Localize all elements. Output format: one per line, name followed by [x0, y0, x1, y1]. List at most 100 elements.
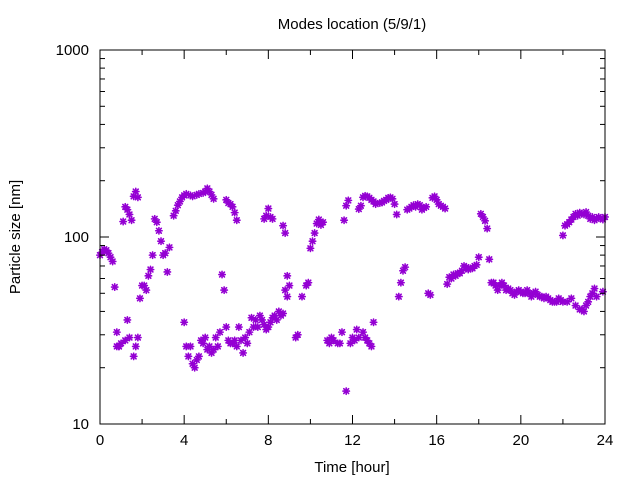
data-point: [194, 352, 203, 361]
data-point: [356, 201, 365, 210]
data-point: [239, 348, 248, 357]
data-points: [96, 184, 610, 396]
data-point: [281, 229, 290, 238]
data-point: [245, 328, 254, 337]
data-point: [354, 333, 363, 342]
data-point: [180, 318, 189, 327]
data-point: [567, 294, 576, 303]
data-point: [184, 352, 193, 361]
x-tick-label: 0: [96, 432, 104, 449]
data-point: [232, 216, 241, 225]
data-point: [142, 286, 151, 295]
data-point: [342, 387, 351, 396]
data-point: [133, 333, 142, 342]
data-point: [129, 352, 138, 361]
data-point: [125, 333, 134, 342]
data-point: [171, 206, 180, 215]
data-point: [215, 328, 224, 337]
data-point: [213, 342, 222, 351]
x-tick-label: 16: [428, 432, 445, 449]
data-point: [218, 270, 227, 279]
data-point: [426, 290, 435, 299]
data-point: [279, 309, 288, 318]
data-point: [131, 187, 140, 196]
data-point: [146, 265, 155, 274]
data-point: [205, 342, 214, 351]
data-point: [161, 249, 170, 258]
x-tick-label: 24: [597, 432, 614, 449]
data-point: [165, 243, 174, 252]
data-point: [211, 333, 220, 342]
data-point: [472, 260, 481, 269]
data-point: [232, 342, 241, 351]
data-point: [230, 336, 239, 345]
data-point: [590, 284, 599, 293]
data-point: [443, 280, 452, 289]
data-point: [483, 224, 492, 233]
data-point: [308, 237, 317, 246]
data-point: [422, 202, 431, 211]
data-point: [201, 333, 210, 342]
data-point: [110, 283, 119, 292]
data-point: [148, 251, 157, 260]
x-tick-label: 4: [180, 432, 188, 449]
data-point: [114, 342, 123, 351]
data-point: [135, 294, 144, 303]
y-tick-label: 100: [64, 229, 89, 246]
data-point: [209, 194, 218, 203]
data-point: [230, 208, 239, 217]
data-point: [199, 339, 208, 348]
data-point: [144, 271, 153, 280]
data-point: [293, 330, 302, 339]
data-point: [558, 231, 567, 240]
data-point: [481, 216, 490, 225]
data-point: [390, 200, 399, 209]
data-point: [220, 286, 229, 295]
data-point: [279, 221, 288, 230]
x-axis-label: Time [hour]: [314, 459, 389, 476]
data-point: [485, 255, 494, 264]
data-point: [272, 315, 281, 324]
data-point: [241, 333, 250, 342]
data-point: [133, 193, 142, 202]
data-point: [163, 267, 172, 276]
axis-ticks: 0 4 8 12 16 20 24 10 100 1000: [56, 42, 614, 449]
data-point: [243, 339, 252, 348]
data-point: [264, 204, 273, 213]
data-point: [253, 323, 262, 332]
data-point: [112, 328, 121, 337]
y-tick-label: 10: [72, 416, 89, 433]
data-point: [319, 218, 328, 227]
x-tick-label: 12: [344, 432, 361, 449]
data-point: [579, 307, 588, 316]
data-point: [394, 292, 403, 301]
chart-title: Modes location (5/9/1): [278, 16, 426, 33]
data-point: [401, 263, 410, 272]
data-point: [209, 345, 218, 354]
data-point: [152, 218, 161, 227]
data-point: [367, 342, 376, 351]
data-point: [190, 363, 199, 372]
data-point: [441, 204, 450, 213]
data-point: [369, 318, 378, 327]
data-point: [352, 325, 361, 334]
data-point: [592, 292, 601, 301]
data-point: [283, 271, 292, 280]
data-point: [175, 197, 184, 206]
data-point: [310, 229, 319, 238]
data-point: [108, 257, 117, 266]
data-point: [306, 244, 315, 253]
y-tick-label: 1000: [56, 42, 89, 59]
data-point: [125, 210, 134, 219]
data-point: [297, 292, 307, 301]
data-point: [228, 202, 237, 211]
data-point: [337, 328, 346, 337]
data-point: [281, 286, 290, 295]
data-point: [157, 237, 166, 246]
data-point: [123, 315, 132, 324]
data-point: [154, 226, 163, 235]
data-point: [304, 278, 313, 287]
x-tick-label: 20: [512, 432, 529, 449]
